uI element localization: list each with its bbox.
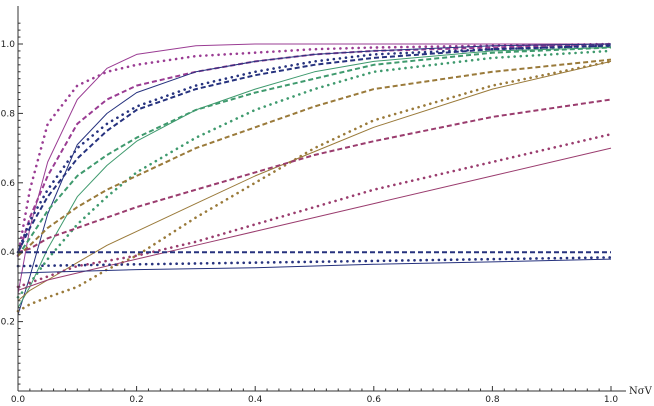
series-line-8 (17, 46, 612, 257)
series-line-17 (16, 256, 613, 268)
y-tick-label: 0.8 (1, 109, 16, 119)
x-tick-label: 0.8 (485, 395, 500, 405)
x-tick-label: 0.0 (11, 395, 26, 405)
x-ticks: 0.0 0.2 0.4 0.6 0.8 1.0 (11, 386, 619, 405)
series-line-13 (17, 98, 612, 254)
y-tick-label: 0.2 (1, 318, 15, 328)
series-line-1 (17, 43, 611, 294)
series-line-2 (16, 42, 613, 257)
series-line-15 (17, 147, 612, 291)
x-tick-label: 0.2 (129, 395, 143, 405)
series-line-4 (17, 43, 612, 315)
x-axis-label: NσV (629, 386, 653, 397)
series-line-14 (16, 132, 613, 289)
y-tick-label: 0.6 (1, 179, 16, 189)
series-line-5 (17, 44, 612, 253)
series-line-10 (17, 58, 612, 257)
y-tick-label: 1.0 (1, 40, 16, 50)
series-line-6 (16, 44, 613, 254)
y-ticks: 0.2 0.4 0.6 0.8 1.0 (1, 22, 23, 385)
series-layer (16, 42, 613, 315)
series-line-18 (17, 258, 612, 274)
y-tick-label: 0.4 (1, 248, 16, 258)
x-tick-label: 0.6 (367, 395, 382, 405)
series-line-12 (16, 60, 613, 313)
x-tick-label: 0.4 (248, 395, 263, 405)
x-tick-label: 1.0 (604, 395, 619, 405)
series-line-9 (16, 49, 613, 299)
series-line-3 (17, 43, 612, 256)
series-line-7 (17, 47, 612, 308)
series-line-11 (17, 60, 612, 302)
